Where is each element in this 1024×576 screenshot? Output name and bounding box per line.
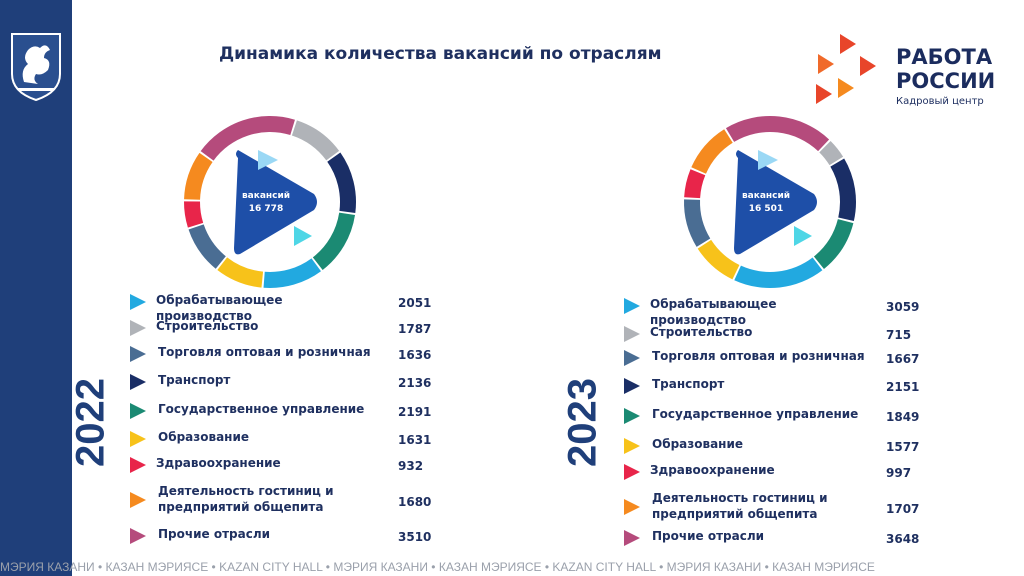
legend-value: 715 <box>886 328 912 342</box>
legend-value: 3059 <box>886 300 920 314</box>
legend-value: 3648 <box>886 532 920 546</box>
legend-label: Строительство <box>156 319 259 333</box>
donut-slice-6 <box>697 239 740 280</box>
legend-marker-icon <box>130 431 146 447</box>
legend-marker-icon <box>624 530 640 546</box>
small-play-icon <box>794 226 812 246</box>
year-label-2023: 2023 <box>560 378 605 467</box>
donut-slice-2 <box>819 140 844 166</box>
donut-slice-8 <box>691 129 733 174</box>
logo-subtitle: Кадровый центр <box>896 96 984 107</box>
legend-marker-icon <box>624 499 640 515</box>
legend-value: 1667 <box>886 352 920 366</box>
legend-marker-icon <box>130 403 146 419</box>
legend-value: 1680 <box>398 495 432 509</box>
donut-center-label: вакансий <box>242 191 290 201</box>
legend-marker-icon <box>130 528 146 544</box>
legend-value: 1636 <box>398 348 432 362</box>
legend-label: Торговля оптовая и розничная <box>158 345 371 359</box>
legend-marker-icon <box>130 457 146 473</box>
legend-label: Строительство <box>650 325 753 339</box>
legend-label: Образование <box>652 437 744 451</box>
legend-value: 2151 <box>886 380 920 394</box>
logo-title-line1: РАБОТА <box>896 45 993 69</box>
legend-label: Обрабатывающее производство <box>650 297 777 327</box>
legend-label: Торговля оптовая и розничная <box>652 349 865 363</box>
legend-value: 1787 <box>398 322 432 336</box>
legend-marker-icon <box>624 464 640 480</box>
year-label-2022: 2022 <box>68 378 113 467</box>
kazan-crest-icon <box>11 33 61 102</box>
legend-label: Транспорт <box>652 377 725 391</box>
donut-slice-4 <box>327 152 356 213</box>
footer-ticker: МЭРИЯ КАЗАНИ • КАЗАН МЭРИЯСЕ • KAZAN CIT… <box>0 560 875 574</box>
donut-slice-5 <box>312 212 356 271</box>
donut-chart-2022: вакансий 16 778 <box>184 115 356 288</box>
donut-center-label: вакансий <box>742 191 790 201</box>
legend-marker-icon <box>624 408 640 424</box>
legend-label: Деятельность гостиниц и предприятий обще… <box>158 484 334 514</box>
legend-marker-icon <box>130 492 146 508</box>
sidebar <box>0 0 72 576</box>
legend-value: 1849 <box>886 410 920 424</box>
donut-slice-3 <box>684 199 711 247</box>
donut-slice-4 <box>830 158 856 222</box>
donut-slice-8 <box>184 152 213 200</box>
donut-slice-3 <box>188 224 226 269</box>
donut-slice-2 <box>291 120 340 161</box>
legend-marker-icon <box>624 350 640 366</box>
rabota-rossii-logo: РАБОТА РОССИИ Кадровый центр <box>812 34 1012 114</box>
donut-slice-1 <box>263 258 322 288</box>
donut-center-value: 16 778 <box>249 204 283 214</box>
legend-value: 2136 <box>398 376 432 390</box>
legend-label: Государственное управление <box>158 402 365 416</box>
legend-value: 2191 <box>398 405 432 419</box>
donut-slice-7 <box>184 201 204 228</box>
legend-label: Прочие отрасли <box>652 529 765 543</box>
play-icon <box>734 150 817 255</box>
legend-marker-icon <box>130 346 146 362</box>
legend-value: 1707 <box>886 502 920 516</box>
donut-slice-9 <box>725 116 830 152</box>
legend-label: Прочие отрасли <box>158 527 271 541</box>
page-title: Динамика количества вакансий по отраслям <box>219 44 662 64</box>
legend-value: 2051 <box>398 296 432 310</box>
legend-value: 1631 <box>398 433 432 447</box>
legend-label: Здравоохранение <box>650 463 775 477</box>
legend-label: Государственное управление <box>652 407 859 421</box>
donut-slice-6 <box>217 257 264 288</box>
small-play-icon <box>258 150 278 170</box>
legend-label: Здравоохранение <box>156 456 281 470</box>
legend-marker-icon <box>624 438 640 454</box>
donut-chart-2023: вакансий 16 501 <box>684 116 856 288</box>
play-icon <box>234 150 317 255</box>
small-play-icon <box>294 226 312 246</box>
legend-label: Обрабатывающее производство <box>156 293 283 323</box>
legend-marker-icon <box>624 298 640 314</box>
legend-value: 997 <box>886 466 912 480</box>
legend-marker-icon <box>624 378 640 394</box>
legend-label: Образование <box>158 430 250 444</box>
legend-marker-icon <box>130 374 146 390</box>
legend-value: 3510 <box>398 530 432 544</box>
donut-slice-9 <box>200 115 295 161</box>
legend-marker-icon <box>624 326 640 342</box>
legend-label: Деятельность гостиниц и предприятий обще… <box>652 491 828 521</box>
legend-marker-icon <box>130 294 146 310</box>
donut-slice-5 <box>813 219 854 269</box>
donut-slice-1 <box>734 257 823 288</box>
donut-slice-7 <box>684 169 706 199</box>
rabota-rossii-logo-icon <box>816 34 876 104</box>
legend-label: Транспорт <box>158 373 231 387</box>
legend-value: 932 <box>398 459 424 473</box>
logo-title-line2: РОССИИ <box>896 69 996 93</box>
donut-center-value: 16 501 <box>749 204 783 214</box>
legend-value: 1577 <box>886 440 920 454</box>
small-play-icon <box>758 150 778 170</box>
legend-marker-icon <box>130 320 146 336</box>
